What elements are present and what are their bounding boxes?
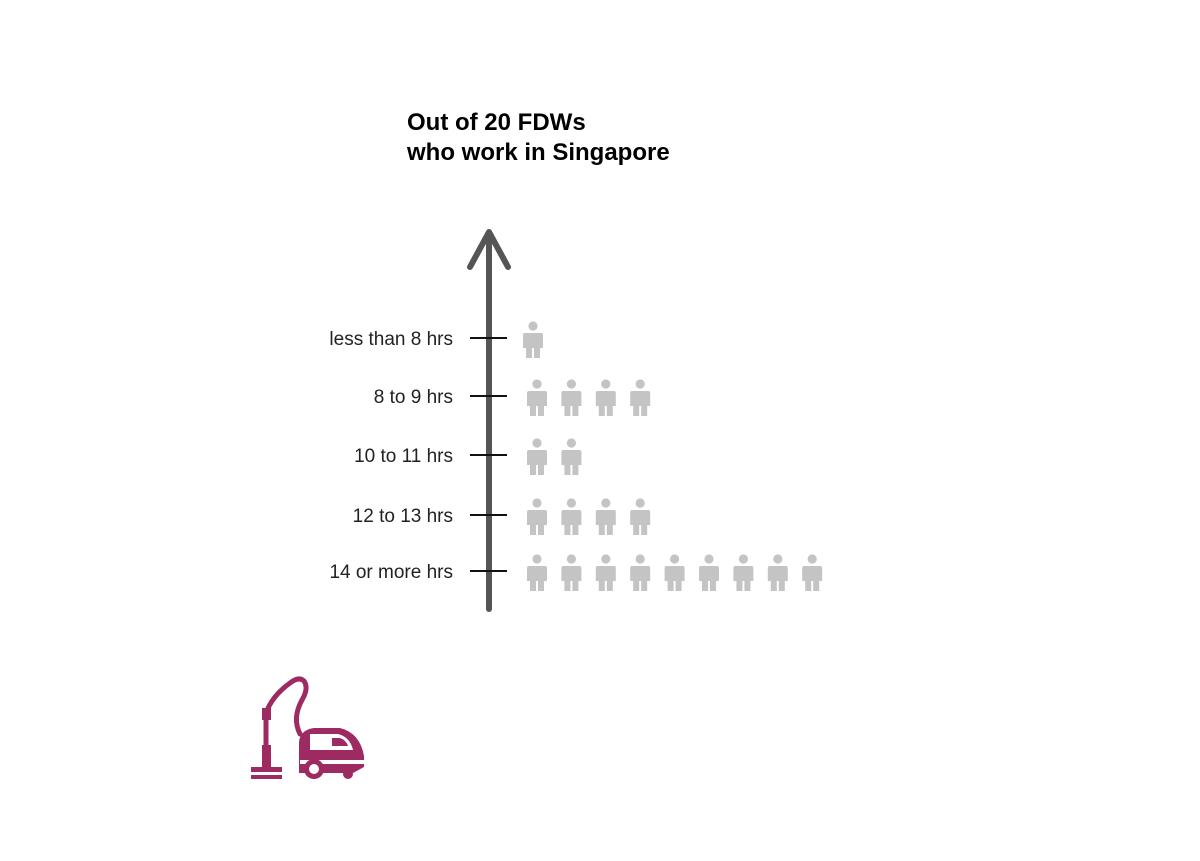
person-icon [664, 554, 685, 591]
person-icon [595, 498, 616, 535]
person-row [527, 498, 651, 535]
person-icons [523, 321, 823, 591]
person-icon [561, 554, 582, 591]
person-icon [561, 379, 582, 416]
person-icon [630, 379, 651, 416]
person-row [523, 321, 543, 358]
person-icon [595, 379, 616, 416]
y-axis [467, 229, 511, 612]
category-labels: less than 8 hrs 8 to 9 hrs 10 to 11 hrs 12 … [329, 329, 453, 583]
y-axis-arrowhead [467, 229, 511, 270]
chart-title-line-2: who work in Singapore [407, 139, 670, 166]
person-icon [802, 554, 823, 591]
person-icon [561, 438, 582, 475]
person-icon [767, 554, 788, 591]
category-label: 10 to 11 hrs [354, 446, 453, 467]
category-label: less than 8 hrs [329, 329, 453, 350]
person-icon [630, 554, 651, 591]
chart-title: Out of 20 FDWs who work in Singapore [407, 108, 670, 168]
person-icon [630, 498, 651, 535]
person-icon [595, 554, 616, 591]
person-row [527, 379, 651, 416]
person-row [527, 438, 582, 475]
person-icon [527, 554, 547, 591]
person-row [527, 554, 823, 591]
person-icon [699, 554, 719, 591]
person-icon [527, 379, 547, 416]
vacuum-cleaner-icon [251, 676, 364, 779]
y-axis-ticks [470, 337, 507, 572]
person-icon [527, 498, 547, 535]
person-icon [523, 321, 543, 358]
person-icon [733, 554, 754, 591]
category-label: 12 to 13 hrs [353, 506, 453, 527]
category-label: 14 or more hrs [329, 562, 453, 583]
person-icon [561, 498, 582, 535]
category-label: 8 to 9 hrs [374, 387, 453, 408]
person-icon [527, 438, 547, 475]
chart-title-line-1: Out of 20 FDWs [407, 109, 586, 136]
